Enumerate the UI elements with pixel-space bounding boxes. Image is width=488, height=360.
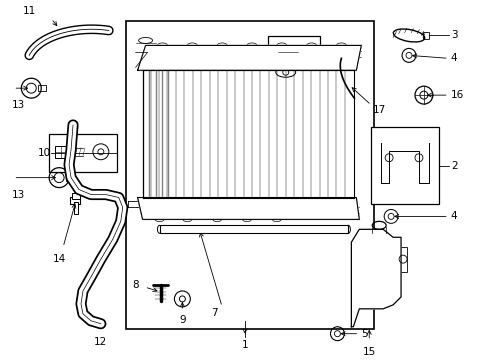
Bar [38,85,46,91]
Text: 1: 1 [241,339,248,350]
Bar [267,36,319,88]
Bar [422,32,428,40]
Text: 6: 6 [327,57,333,67]
Bar [159,225,347,233]
Polygon shape [137,45,361,70]
Text: 13: 13 [11,100,24,110]
Text: 2: 2 [450,161,456,171]
Text: 5: 5 [361,329,367,339]
Text: 10: 10 [38,148,51,158]
Bar [125,21,373,329]
Text: 13: 13 [11,190,24,199]
Bar [398,247,406,272]
Text: 15: 15 [362,347,375,357]
Text: 12: 12 [94,337,107,347]
Text: 17: 17 [372,105,386,115]
Text: 8: 8 [132,280,139,290]
Bar [70,197,80,204]
Text: 9: 9 [179,315,185,325]
Text: 7: 7 [210,308,217,318]
Polygon shape [137,198,359,219]
Bar [49,134,117,172]
Text: 16: 16 [450,90,463,100]
Text: 3: 3 [450,31,456,40]
Text: 4: 4 [450,53,456,63]
Bar [66,175,74,181]
Bar [142,70,354,198]
Polygon shape [351,229,400,327]
Bar [370,127,438,204]
Bar [72,193,80,198]
Bar [55,146,67,158]
Text: 14: 14 [52,254,65,264]
Bar [74,202,78,215]
Bar [359,274,384,302]
Text: 11: 11 [22,6,36,15]
Text: 4: 4 [450,211,456,221]
